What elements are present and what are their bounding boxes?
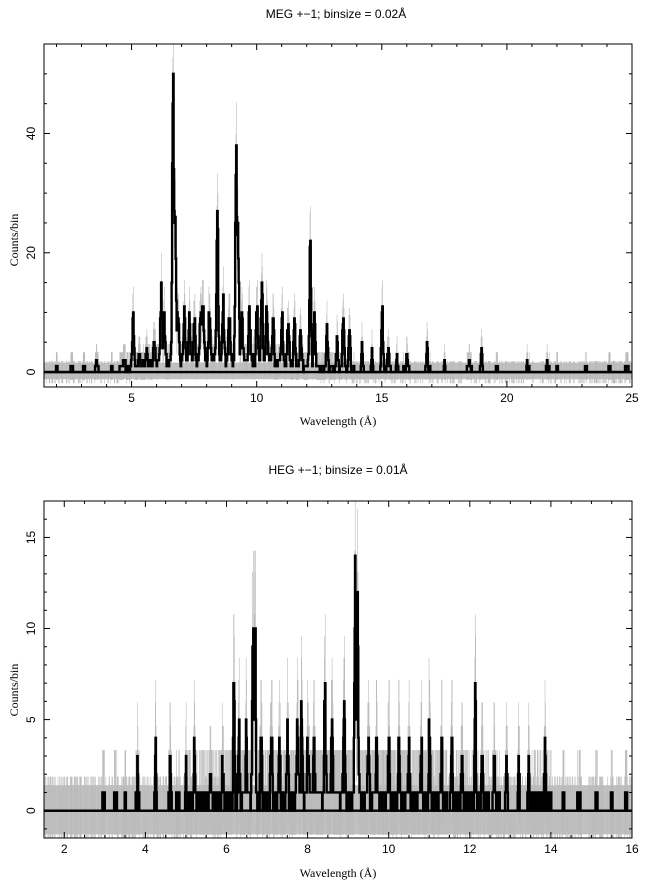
y-tick-label: 10 [24, 622, 38, 636]
x-tick-label: 10 [382, 842, 396, 856]
spectrum-series [44, 72, 632, 374]
x-tick-label: 16 [625, 842, 639, 856]
axis-ticks: 5 10 15 20 25 0 20 40 [24, 43, 639, 405]
x-tick-label: 20 [500, 391, 514, 405]
x-tick-label: 5 [128, 391, 135, 405]
y-tick-label: 5 [24, 716, 38, 723]
y-tick-label: 0 [24, 807, 38, 814]
y-axis-label: Counts/bin [7, 214, 21, 267]
x-tick-label: 8 [304, 842, 311, 856]
x-tick-label: 10 [250, 391, 264, 405]
x-axis-label: Wavelength (Å) [300, 866, 377, 880]
axis-ticks: 2 4 6 8 10 12 14 16 0 5 10 15 [24, 500, 639, 856]
x-tick-label: 2 [61, 842, 68, 856]
chart-panel-meg: MEG +−1; binsize = 0.02Å 5 10 15 20 2502040 … [7, 6, 639, 428]
y-tick-label: 20 [24, 246, 38, 260]
x-tick-label: 25 [625, 391, 639, 405]
plot-frame [43, 500, 633, 839]
x-tick-label: 6 [223, 842, 230, 856]
chart-title: MEG +−1; binsize = 0.02Å [266, 6, 406, 21]
x-axis-label: Wavelength (Å) [300, 414, 377, 428]
x-tick-label: 12 [463, 842, 477, 856]
x-tick-label: 14 [544, 842, 558, 856]
y-tick-label: 40 [24, 126, 38, 140]
chart-panel-heg: HEG +−1; binsize = 0.01Å 2 4 6 8 10 12 14 16 0 5 1… [7, 462, 639, 880]
y-tick-label: 0 [24, 368, 38, 375]
x-tick-label: 15 [375, 391, 389, 405]
y-tick-label: 15 [24, 530, 38, 544]
chart-title: HEG +−1; binsize = 0.01Å [268, 462, 407, 477]
spectrum-series [44, 554, 632, 812]
plot-frame [43, 43, 633, 388]
plot-area [44, 44, 632, 384]
x-tick-label: 4 [142, 842, 149, 856]
y-axis-label: Counts/bin [7, 664, 21, 717]
plot-area [44, 501, 632, 838]
